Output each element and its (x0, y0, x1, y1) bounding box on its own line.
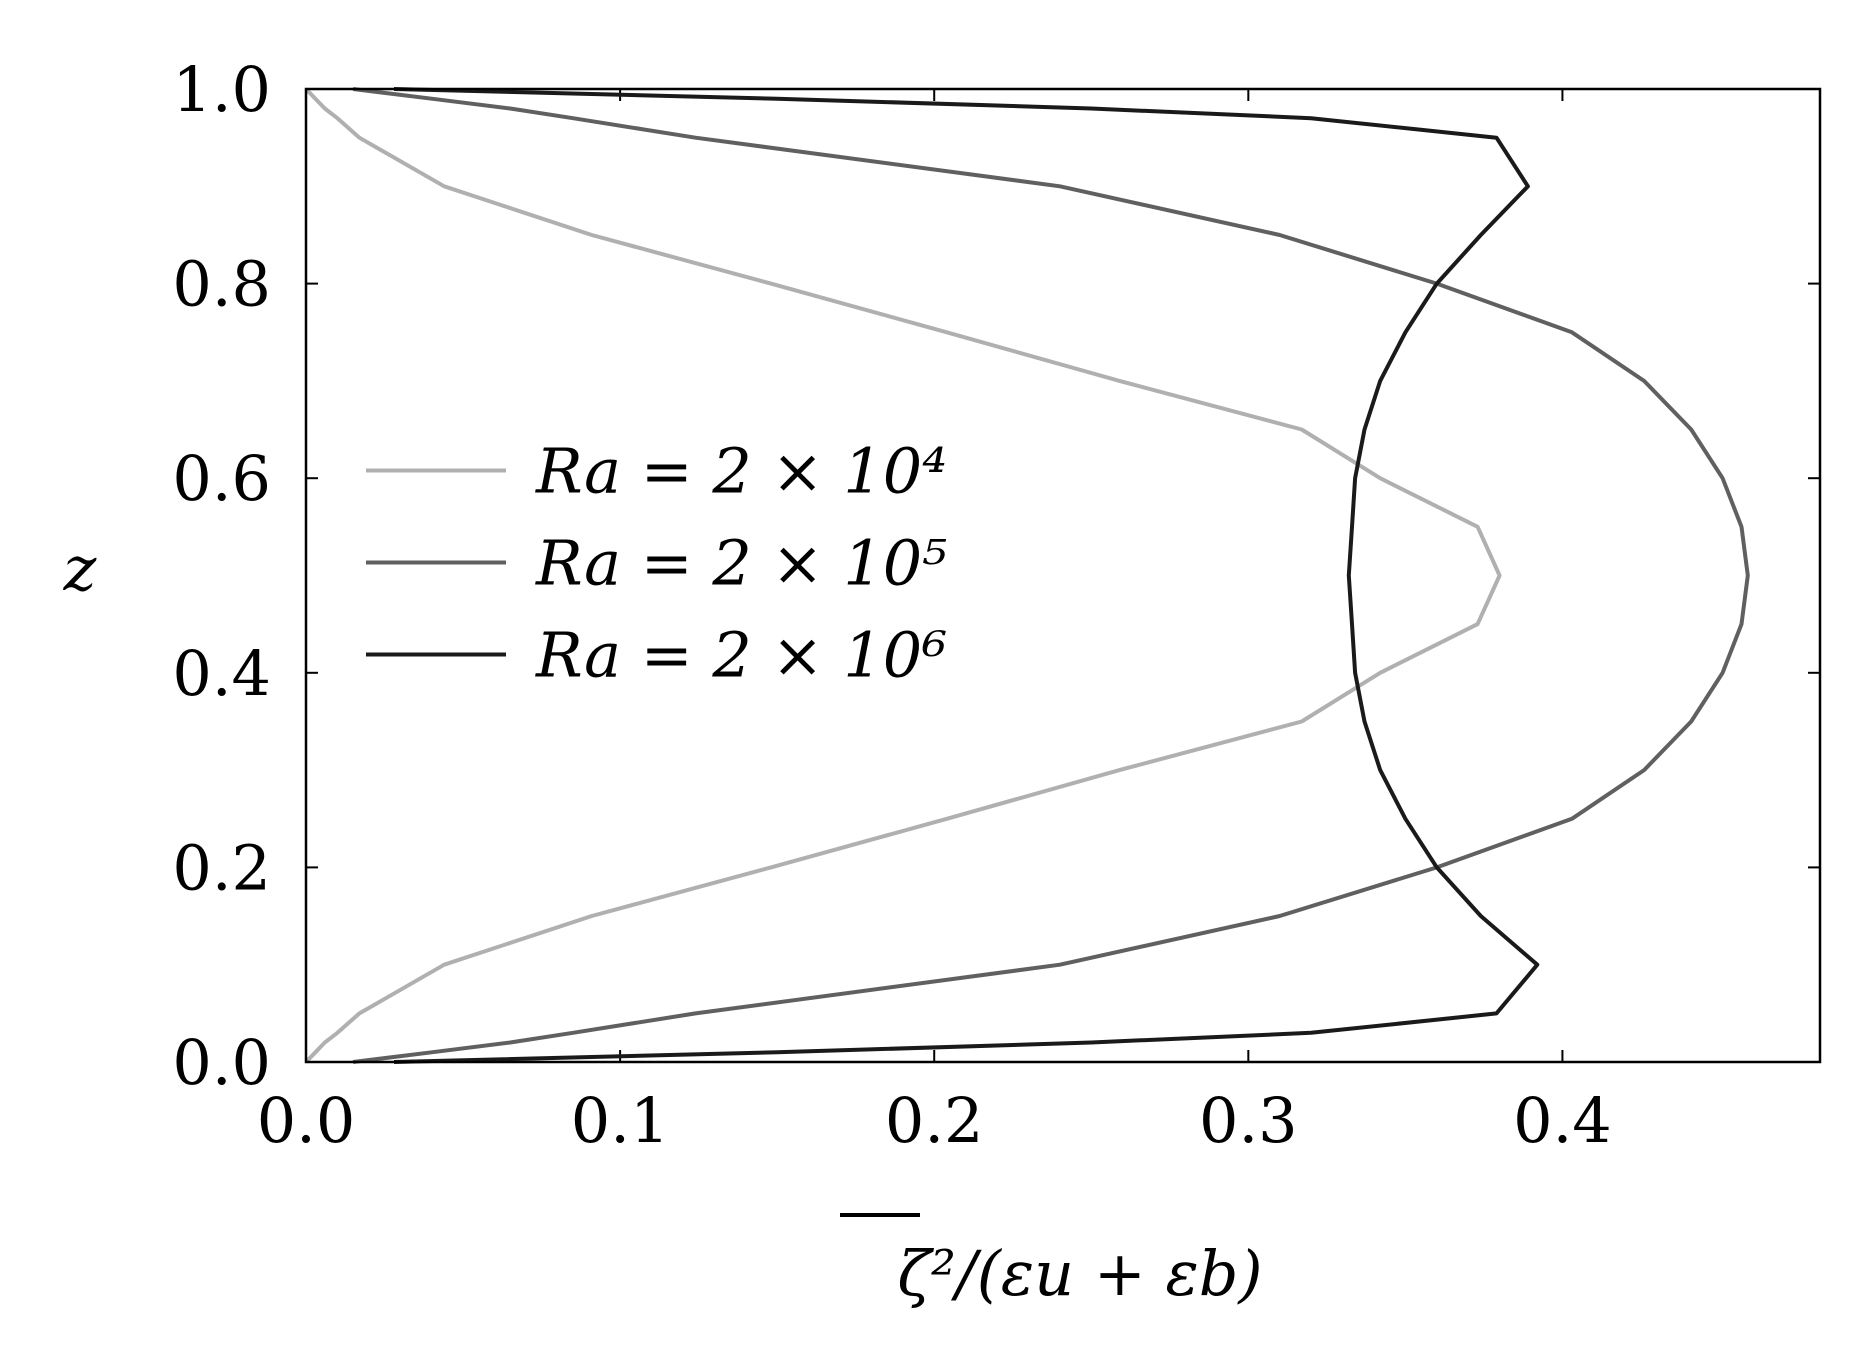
legend-label: Ra = 2 × 10⁶ (535, 619, 947, 692)
y-tick-label: 0.6 (172, 442, 271, 515)
y-axis-label: z (63, 532, 97, 605)
y-tick-label: 0.2 (172, 831, 271, 904)
x-axis-label: ζ²/(εu + εb) (897, 1237, 1262, 1310)
plot-frame (304, 87, 1822, 1064)
y-tick-label: 0.8 (172, 248, 271, 321)
data-line (304, 87, 1502, 1064)
x-tick-label: 0.3 (1199, 1084, 1298, 1157)
x-tick-label: 0.0 (257, 1084, 356, 1157)
legend-label: Ra = 2 × 10⁵ (535, 527, 947, 600)
x-tick-label: 0.4 (1513, 1084, 1612, 1157)
x-tick-label: 0.1 (571, 1084, 670, 1157)
y-tick-label: 1.0 (172, 53, 271, 126)
x-tick-label: 0.2 (885, 1084, 984, 1157)
y-tick-label: 0.4 (172, 637, 271, 710)
data-line (393, 87, 1540, 1064)
legend-label: Ra = 2 × 10⁴ (535, 435, 947, 508)
data-line (352, 87, 1750, 1064)
y-tick-label: 0.0 (172, 1026, 271, 1099)
